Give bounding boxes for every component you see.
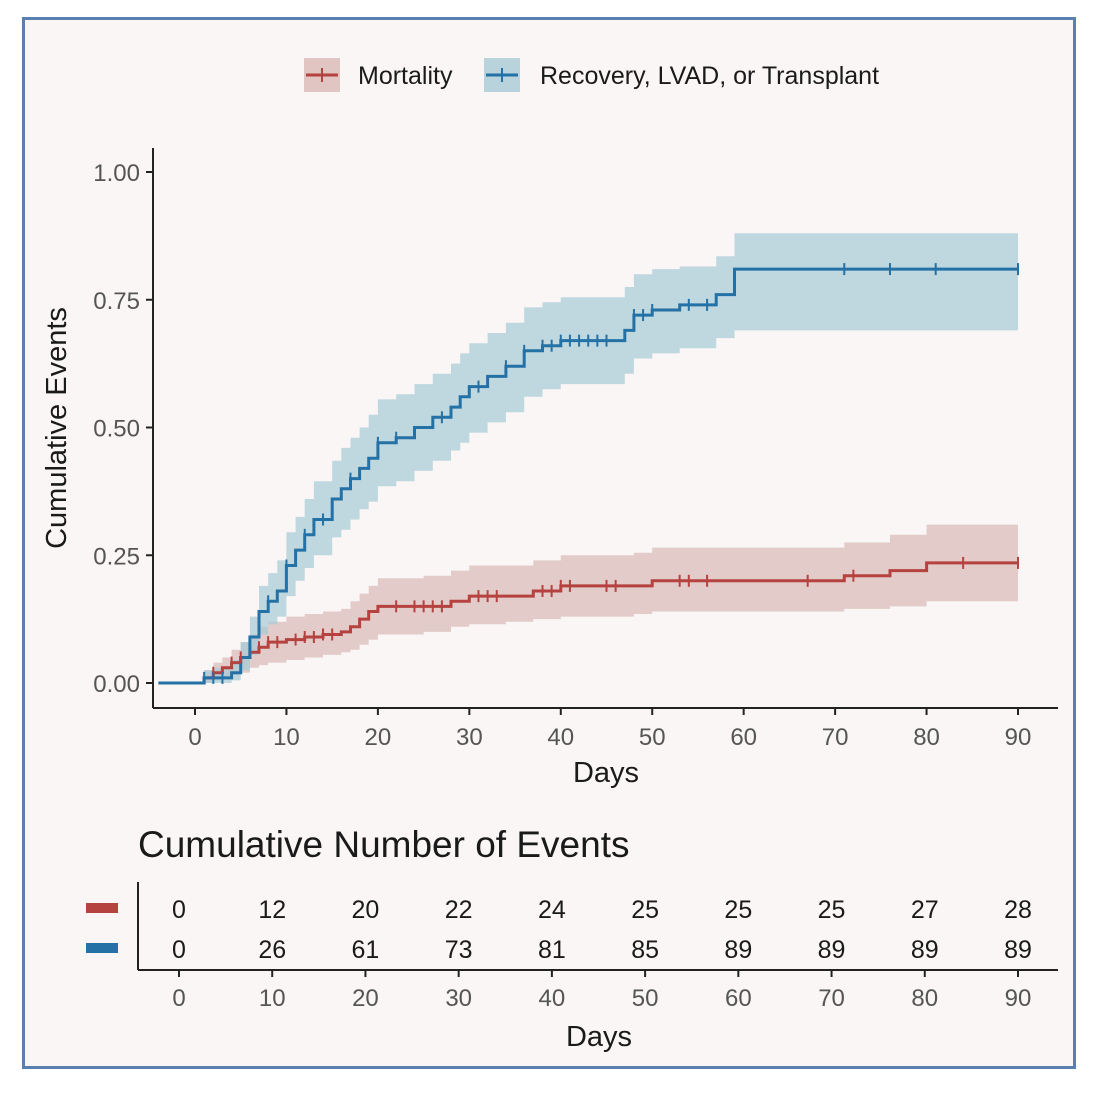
table-cell-recovery: 89 — [911, 936, 939, 964]
x-axis-title: Days — [573, 757, 639, 789]
table-cell-recovery: 89 — [1004, 936, 1032, 964]
table-cell-mortality: 27 — [911, 896, 939, 924]
table-row-recovery-swatch — [86, 943, 118, 953]
table-cell-mortality: 20 — [352, 896, 380, 924]
x-tick-label: 30 — [456, 724, 483, 751]
x-tick-label: 80 — [913, 724, 940, 751]
y-tick-label: 0.50 — [93, 416, 140, 443]
table-cell-recovery: 73 — [445, 936, 473, 964]
x-tick-label: 10 — [273, 724, 300, 751]
table-cell-mortality: 25 — [818, 896, 846, 924]
table-cell-recovery: 81 — [538, 936, 566, 964]
table-x-axis-title: Days — [566, 1021, 632, 1053]
table-row-mortality-swatch — [86, 903, 118, 913]
x-tick-label: 20 — [365, 724, 392, 751]
table-x-tick-label: 70 — [818, 985, 845, 1012]
y-tick-label: 0.00 — [93, 671, 140, 698]
x-tick-label: 40 — [547, 724, 574, 751]
legend-mortality-label: Mortality — [358, 62, 453, 90]
legend: Mortality Recovery, LVAD, or Transplant — [304, 58, 879, 92]
table-x-tick-label: 90 — [1005, 985, 1032, 1012]
x-tick-label: 90 — [1005, 724, 1032, 751]
table-cell-recovery: 89 — [724, 936, 752, 964]
x-tick-label: 0 — [188, 724, 201, 751]
table-cell-mortality: 22 — [445, 896, 473, 924]
table-cell-mortality: 28 — [1004, 896, 1032, 924]
table-cell-recovery: 0 — [172, 936, 186, 964]
table-x-tick-label: 0 — [172, 985, 185, 1012]
table-cell-mortality: 24 — [538, 896, 566, 924]
table-x-tick-label: 10 — [259, 985, 286, 1012]
x-tick-label: 60 — [730, 724, 757, 751]
table-x-tick-label: 20 — [352, 985, 379, 1012]
table-x-tick-label: 80 — [911, 985, 938, 1012]
table-cell-recovery: 61 — [352, 936, 380, 964]
recovery-series-line — [158, 267, 1018, 685]
x-tick-label: 50 — [639, 724, 666, 751]
mortality-confidence-band — [195, 524, 1018, 683]
series-lines — [158, 267, 1018, 685]
table-x-tick-label: 60 — [725, 985, 752, 1012]
censor-marks — [203, 263, 1019, 684]
table-x-tick-label: 30 — [445, 985, 472, 1012]
table-cell-mortality: 25 — [724, 896, 752, 924]
table-x-tick-label: 50 — [632, 985, 659, 1012]
table-cell-recovery: 85 — [631, 936, 659, 964]
table-cell-mortality: 0 — [172, 896, 186, 924]
recovery-confidence-band — [195, 233, 1018, 684]
confidence-bands — [195, 233, 1018, 684]
table-cell-recovery: 26 — [258, 936, 286, 964]
y-tick-label: 0.75 — [93, 288, 140, 315]
table-cell-recovery: 89 — [818, 936, 846, 964]
x-tick-label: 70 — [822, 724, 849, 751]
table-x-tick-label: 40 — [539, 985, 566, 1012]
legend-recovery-label: Recovery, LVAD, or Transplant — [540, 62, 879, 90]
y-tick-label: 0.25 — [93, 543, 140, 570]
table-title: Cumulative Number of Events — [138, 824, 629, 865]
plot-axes: 0.00 0.25 0.50 0.75 1.00 0 10 20 30 40 50 60 70 80 90 D… — [41, 148, 1058, 789]
table-cell-mortality: 25 — [631, 896, 659, 924]
y-tick-label: 1.00 — [93, 160, 140, 187]
table-cell-mortality: 12 — [258, 896, 286, 924]
mortality-series-line — [158, 561, 1018, 685]
risk-table: Cumulative Number of Events 0 12 20 22 24 25 25… — [86, 824, 1058, 1053]
y-axis-title: Cumulative Events — [41, 307, 73, 549]
